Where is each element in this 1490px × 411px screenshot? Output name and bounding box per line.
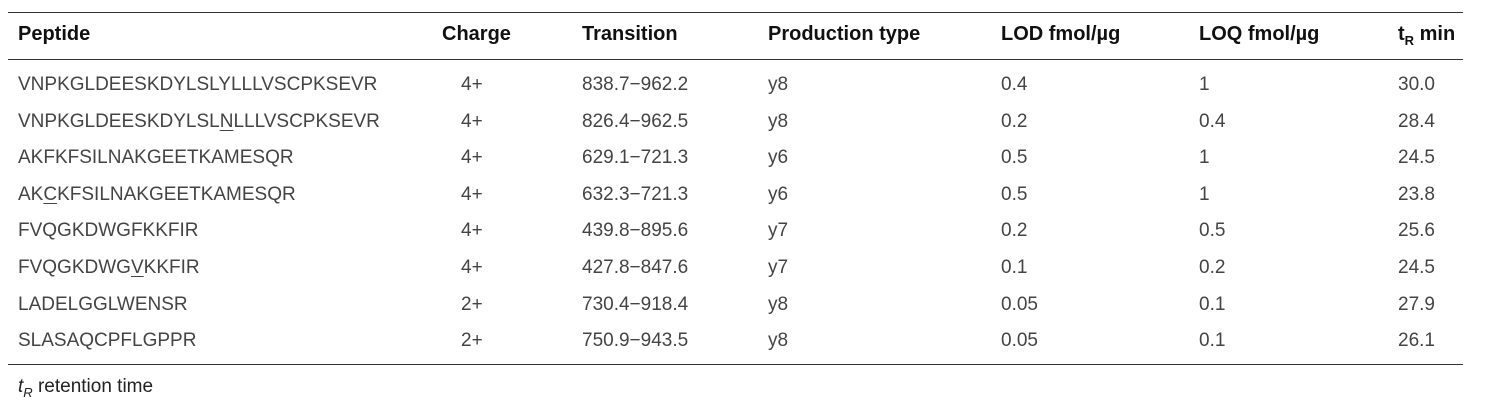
table-header-rule [8, 59, 1463, 61]
cell-loq: 1 [1199, 147, 1210, 168]
cell-lod: 0.4 [1001, 74, 1028, 95]
cell-production-type: y6 [768, 147, 789, 168]
cell-production-type: y8 [768, 330, 789, 351]
table-bottom-rule [8, 364, 1463, 366]
peptide-sequence-part: AK [18, 184, 44, 205]
cell-transition: 632.3−721.3 [582, 184, 689, 205]
cell-lod: 0.1 [1001, 257, 1028, 278]
cell-transition: 750.9−943.5 [582, 330, 689, 351]
cell-retention-time: 26.1 [1398, 330, 1435, 351]
header-retention-time: tR min [1398, 23, 1456, 47]
header-tr-unit: min [1414, 23, 1456, 45]
header-peptide: Peptide [18, 23, 91, 45]
cell-production-type: y7 [768, 220, 789, 241]
footnote-t: t [18, 376, 24, 397]
cell-loq: 0.1 [1199, 330, 1226, 351]
cell-peptide: LADELGGLWENSR [18, 295, 188, 314]
cell-transition: 427.8−847.6 [582, 257, 689, 278]
peptide-sequence-part: SLASAQCPFLGPPR [18, 330, 197, 351]
cell-charge: 4+ [461, 257, 483, 278]
cell-production-type: y8 [768, 74, 789, 95]
cell-loq: 1 [1199, 74, 1210, 95]
cell-retention-time: 23.8 [1398, 184, 1435, 205]
cell-transition: 629.1−721.3 [582, 147, 689, 168]
peptide-mutated-residue: N [219, 111, 234, 132]
cell-peptide: VNPKGLDEESKDYLSLYLLLVSCPKSEVR [18, 75, 377, 94]
peptide-sequence-part: LADELGGLWENSR [18, 294, 188, 315]
cell-loq: 0.5 [1199, 220, 1226, 241]
cell-loq: 0.2 [1199, 257, 1226, 278]
peptide-sequence-part: AKFKFSILNAKGEETKAMESQR [18, 147, 294, 168]
peptide-sequence-part: VNPKGLDEESKDYLSLYLLLVSCPKSEVR [18, 74, 378, 95]
cell-charge: 4+ [461, 220, 483, 241]
cell-retention-time: 25.6 [1398, 220, 1435, 241]
cell-retention-time: 24.5 [1398, 147, 1435, 168]
peptide-sequence-part: FVQGKDWG [18, 257, 131, 278]
cell-retention-time: 27.9 [1398, 294, 1435, 315]
table-top-rule [8, 12, 1463, 14]
cell-charge: 4+ [461, 147, 483, 168]
cell-charge: 4+ [461, 111, 483, 132]
peptide-sequence-part: LLLVSCPKSEVR [233, 111, 380, 132]
header-production-type: Production type [768, 23, 921, 45]
header-lod: LOD fmol/µg [1001, 23, 1121, 45]
cell-production-type: y6 [768, 184, 789, 205]
peptide-mutated-residue: V [130, 257, 144, 278]
cell-lod: 0.05 [1001, 294, 1038, 315]
cell-production-type: y7 [768, 257, 789, 278]
cell-peptide: AKCKFSILNAKGEETKAMESQR [18, 185, 296, 204]
peptide-sequence-part: KFSILNAKGEETKAMESQR [57, 184, 296, 205]
table-footnote: tR retention time [18, 376, 154, 400]
footnote-subscript: R [23, 385, 33, 400]
peptide-mutated-residue: C [43, 184, 58, 205]
cell-production-type: y8 [768, 111, 789, 132]
footnote-text: retention time [32, 376, 154, 397]
cell-peptide: FVQGKDWGFKKFIR [18, 221, 199, 240]
cell-charge: 2+ [461, 294, 483, 315]
cell-lod: 0.2 [1001, 111, 1028, 132]
cell-loq: 1 [1199, 184, 1210, 205]
cell-charge: 2+ [461, 330, 483, 351]
cell-lod: 0.5 [1001, 147, 1028, 168]
header-charge: Charge [442, 23, 511, 45]
header-transition: Transition [582, 23, 678, 45]
cell-peptide: SLASAQCPFLGPPR [18, 331, 196, 350]
cell-loq: 0.4 [1199, 111, 1226, 132]
header-tr-t: t [1398, 23, 1405, 45]
cell-transition: 730.4−918.4 [582, 294, 689, 315]
cell-transition: 439.8−895.6 [582, 220, 689, 241]
cell-production-type: y8 [768, 294, 789, 315]
peptide-sequence-part: FVQGKDWGFKKFIR [18, 220, 199, 241]
peptide-sequence-part: VNPKGLDEESKDYLSL [18, 111, 220, 132]
cell-transition: 826.4−962.5 [582, 111, 689, 132]
cell-peptide: FVQGKDWGVKKFIR [18, 258, 200, 277]
header-tr-subscript: R [1404, 33, 1415, 48]
cell-charge: 4+ [461, 74, 483, 95]
cell-peptide: AKFKFSILNAKGEETKAMESQR [18, 148, 294, 167]
cell-charge: 4+ [461, 184, 483, 205]
peptide-sequence-part: KKFIR [143, 257, 200, 278]
cell-transition: 838.7−962.2 [582, 74, 689, 95]
cell-retention-time: 30.0 [1398, 74, 1435, 95]
cell-loq: 0.1 [1199, 294, 1226, 315]
header-loq: LOQ fmol/µg [1199, 23, 1320, 45]
cell-retention-time: 24.5 [1398, 257, 1435, 278]
cell-lod: 0.05 [1001, 330, 1038, 351]
cell-lod: 0.5 [1001, 184, 1028, 205]
cell-peptide: VNPKGLDEESKDYLSLNLLLVSCPKSEVR [18, 112, 380, 131]
cell-lod: 0.2 [1001, 220, 1028, 241]
cell-retention-time: 28.4 [1398, 111, 1435, 132]
